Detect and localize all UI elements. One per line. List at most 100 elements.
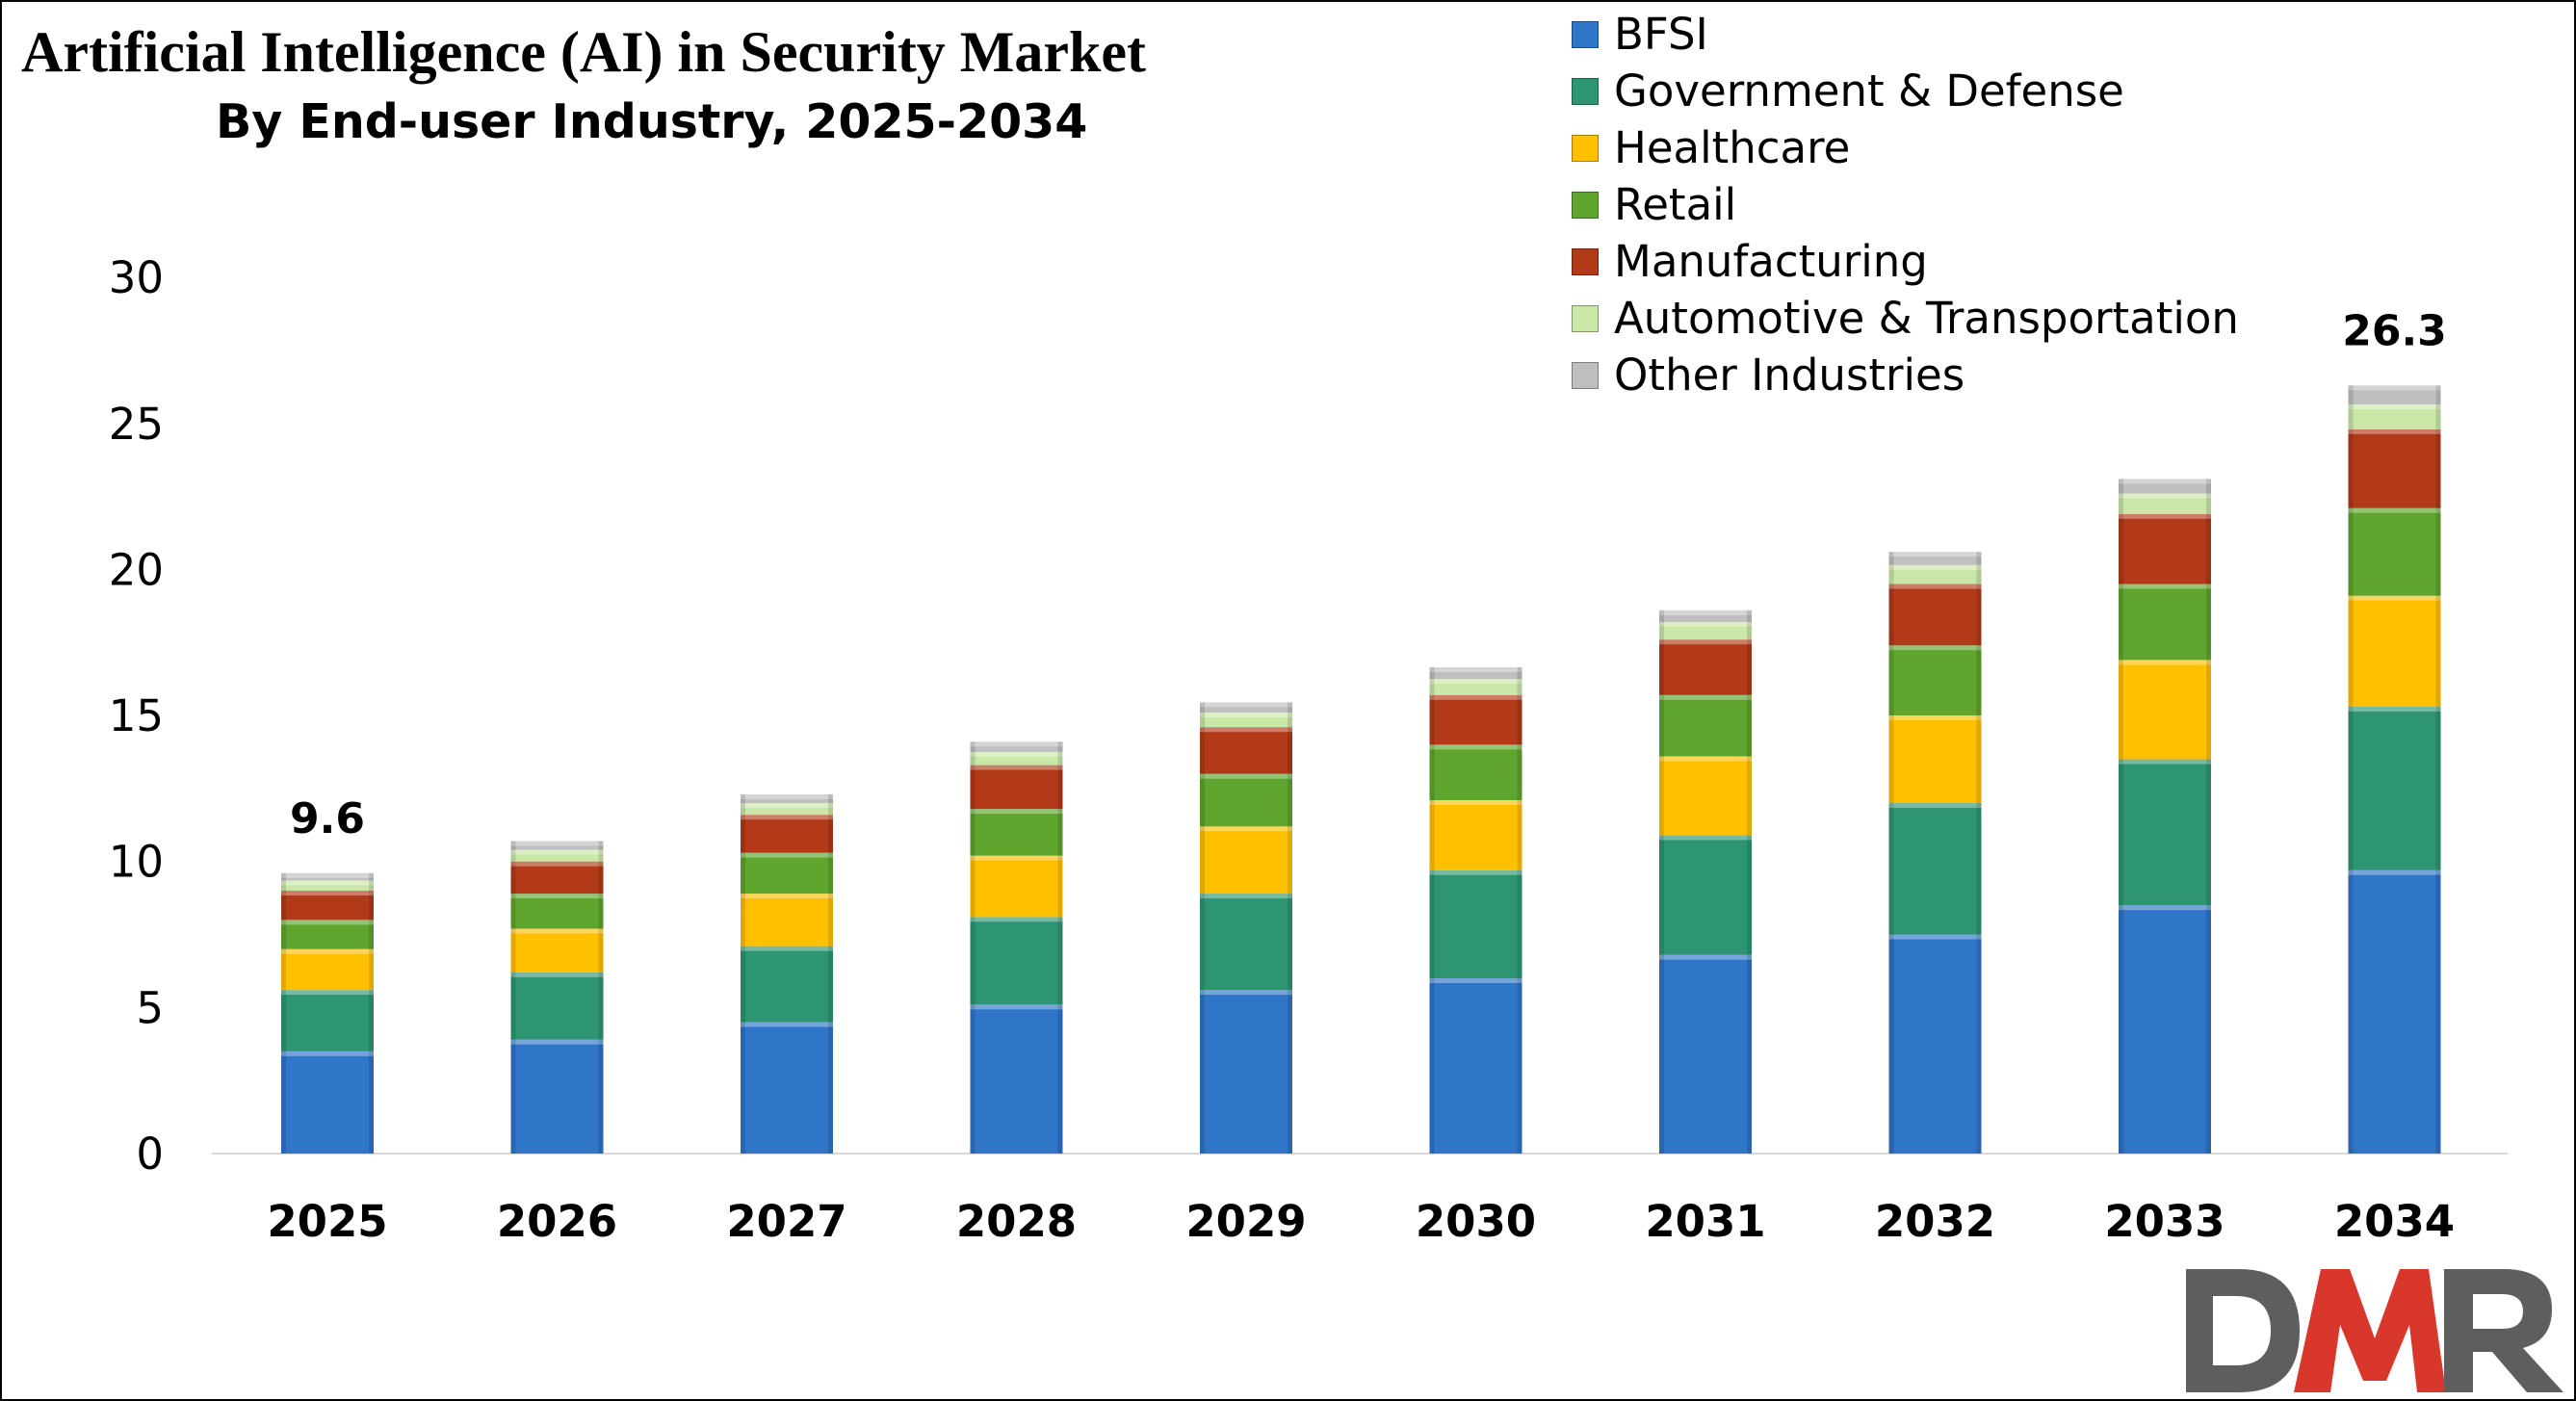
bar-shade-left-other-industries-2033 — [2119, 479, 2123, 494]
legend-label-other-industries: Other Industries — [1614, 350, 1965, 401]
bar-shade-right-bfsi-2030 — [1517, 978, 1522, 1154]
bar-manufacturing-2031 — [1659, 639, 1752, 695]
bar-bfsi-2033 — [2119, 905, 2211, 1154]
bar-highlight-bfsi-2034 — [2348, 869, 2441, 875]
bar-shade-right-healthcare-2025 — [369, 948, 374, 991]
bar-highlight-retail-2027 — [741, 852, 833, 858]
bar-retail-2031 — [1659, 694, 1752, 757]
bar-government-and-defense-2032 — [1888, 803, 1982, 935]
bar-automotive-and-transportation-2034 — [2348, 404, 2441, 429]
bar-shade-left-bfsi-2028 — [970, 1004, 976, 1154]
bar-shade-right-government-and-defense-2027 — [828, 946, 833, 1023]
bar-other-industries-2025 — [281, 872, 374, 881]
legend-swatch-government-and-defense — [1572, 77, 1599, 105]
bar-highlight-manufacturing-2027 — [741, 815, 833, 820]
bar-highlight-retail-2026 — [510, 894, 604, 899]
bar-shade-left-bfsi-2031 — [1659, 954, 1664, 1154]
bar-shade-left-bfsi-2030 — [1429, 978, 1435, 1154]
bar-highlight-automotive-and-transportation-2029 — [1200, 713, 1292, 718]
bar-retail-2033 — [2119, 584, 2211, 661]
bar-shade-left-government-and-defense-2034 — [2348, 706, 2354, 870]
bar-shade-right-government-and-defense-2030 — [1517, 869, 1522, 979]
bar-highlight-other-industries-2034 — [2348, 385, 2441, 391]
bar-automotive-and-transportation-2028 — [970, 751, 1063, 765]
bar-shade-left-automotive-and-transportation-2031 — [1659, 621, 1664, 640]
bar-highlight-manufacturing-2031 — [1659, 639, 1752, 645]
bar-retail-2034 — [2348, 507, 2441, 596]
x-tick-label-2032: 2032 — [1875, 1196, 1995, 1247]
bar-shade-left-retail-2029 — [1200, 773, 1205, 827]
bar-government-and-defense-2031 — [1659, 835, 1752, 955]
bar-other-industries-2029 — [1200, 702, 1292, 713]
bar-automotive-and-transportation-2026 — [510, 849, 604, 862]
bar-shade-left-other-industries-2029 — [1200, 702, 1205, 713]
legend-label-retail: Retail — [1614, 179, 1737, 230]
bar-shade-left-automotive-and-transportation-2028 — [970, 751, 976, 765]
bar-group-2029 — [1200, 702, 1292, 1154]
bar-shade-right-manufacturing-2029 — [1288, 727, 1292, 774]
y-tick-label-25: 25 — [109, 399, 164, 450]
bar-shade-left-government-and-defense-2025 — [281, 990, 286, 1051]
bar-bfsi-2031 — [1659, 954, 1752, 1154]
x-tick-label-2025: 2025 — [267, 1196, 387, 1247]
legend-swatch-other-industries — [1572, 361, 1599, 389]
bar-highlight-automotive-and-transportation-2033 — [2119, 493, 2211, 499]
bar-shade-right-automotive-and-transportation-2027 — [828, 803, 833, 816]
dmr-logo-m — [2294, 1269, 2446, 1392]
bar-manufacturing-2029 — [1200, 727, 1292, 774]
bar-manufacturing-2028 — [970, 765, 1063, 810]
bar-highlight-retail-2034 — [2348, 507, 2441, 513]
bar-shade-left-retail-2027 — [741, 852, 745, 895]
bar-government-and-defense-2030 — [1429, 869, 1522, 979]
bar-shade-left-manufacturing-2025 — [281, 891, 286, 921]
bar-highlight-other-industries-2030 — [1429, 667, 1522, 673]
bar-automotive-and-transportation-2033 — [2119, 493, 2211, 514]
bar-shade-left-healthcare-2033 — [2119, 660, 2123, 760]
dmr-logo-d — [2186, 1269, 2300, 1392]
bar-bfsi-2025 — [281, 1051, 374, 1154]
bar-shade-right-automotive-and-transportation-2032 — [1976, 564, 1982, 584]
bar-shade-right-healthcare-2032 — [1976, 715, 1982, 804]
bar-shade-right-bfsi-2034 — [2435, 869, 2441, 1154]
bar-highlight-government-and-defense-2030 — [1429, 869, 1522, 875]
bar-manufacturing-2027 — [741, 815, 833, 853]
bar-highlight-healthcare-2031 — [1659, 756, 1752, 762]
bar-other-industries-2028 — [970, 741, 1063, 752]
bar-highlight-other-industries-2029 — [1200, 702, 1292, 708]
legend-label-government-and-defense: Government & Defense — [1614, 65, 2124, 117]
legend-label-healthcare: Healthcare — [1614, 122, 1851, 173]
x-tick-label-2028: 2028 — [956, 1196, 1077, 1247]
bar-shade-right-manufacturing-2025 — [369, 891, 374, 921]
bar-highlight-automotive-and-transportation-2032 — [1888, 564, 1982, 570]
bar-shade-right-government-and-defense-2026 — [598, 972, 604, 1040]
bar-retail-2026 — [510, 894, 604, 929]
bar-healthcare-2026 — [510, 928, 604, 973]
bar-shade-left-bfsi-2027 — [741, 1022, 745, 1154]
bar-shade-left-manufacturing-2027 — [741, 815, 745, 853]
bar-shade-left-other-industries-2030 — [1429, 667, 1435, 680]
bar-shade-right-bfsi-2033 — [2206, 905, 2211, 1154]
bar-shade-right-other-industries-2027 — [828, 793, 833, 804]
bar-shade-left-retail-2028 — [970, 809, 976, 856]
legend-item-government-and-defense: Government & Defense — [1572, 63, 2239, 119]
bar-retail-2030 — [1429, 744, 1522, 801]
bar-highlight-other-industries-2033 — [2119, 479, 2211, 484]
bar-highlight-automotive-and-transportation-2030 — [1429, 679, 1522, 685]
bar-shade-left-automotive-and-transportation-2034 — [2348, 404, 2354, 429]
data-label-total-2034: 26.3 — [2342, 306, 2447, 355]
bar-highlight-government-and-defense-2033 — [2119, 759, 2211, 765]
bar-highlight-government-and-defense-2027 — [741, 946, 833, 951]
bar-government-and-defense-2025 — [281, 990, 374, 1051]
bar-shade-left-government-and-defense-2028 — [970, 917, 976, 1005]
bar-shade-left-healthcare-2028 — [970, 855, 976, 918]
bar-shade-left-other-industries-2034 — [2348, 385, 2354, 405]
dmr-logo — [2186, 1269, 2563, 1392]
bar-shade-right-government-and-defense-2034 — [2435, 706, 2441, 870]
bar-shade-left-manufacturing-2029 — [1200, 727, 1205, 774]
bar-highlight-bfsi-2031 — [1659, 954, 1752, 960]
legend-item-automotive-and-transportation: Automotive & Transportation — [1572, 290, 2239, 347]
chart-legend: BFSI Government & Defense Healthcare Retail… — [1572, 6, 2239, 403]
bar-shade-left-automotive-and-transportation-2027 — [741, 803, 745, 816]
bar-healthcare-2025 — [281, 948, 374, 991]
